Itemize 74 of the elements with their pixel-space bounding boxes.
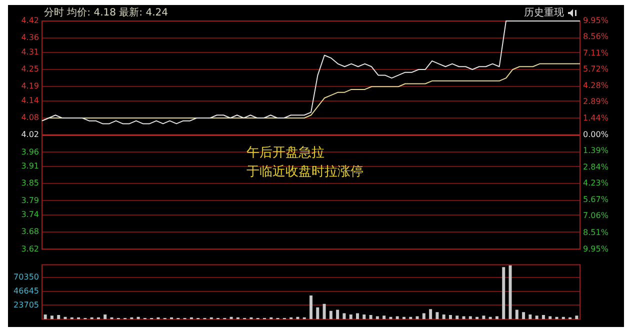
bar: [422, 313, 426, 320]
bar: [522, 312, 526, 320]
y2-tick-label: 4.28%: [583, 81, 609, 90]
bar: [468, 316, 472, 320]
bar: [448, 315, 452, 320]
y2-tick-label: 2.89%: [583, 97, 609, 106]
bar: [436, 312, 439, 320]
bar: [322, 304, 326, 320]
y2-tick-label: 7.06%: [583, 211, 609, 220]
y-tick-label: 46645: [14, 286, 39, 296]
bar: [104, 314, 107, 320]
y-tick-label: 3.85: [21, 178, 39, 188]
y2-tick-label: 8.51%: [583, 228, 609, 237]
y-tick-label: 4.31: [21, 47, 39, 56]
bar: [495, 316, 498, 320]
bar: [429, 309, 432, 320]
bar: [456, 316, 459, 320]
y2-tick-label: 2.84%: [583, 162, 609, 172]
bar: [515, 310, 518, 320]
y2-tick-label: 9.95%: [583, 16, 609, 26]
y-tick-label: 3.62: [21, 244, 39, 254]
bar: [382, 316, 386, 320]
bar: [57, 315, 60, 320]
bar: [482, 316, 486, 320]
y-tick-label: 4.25: [21, 64, 39, 74]
y-tick-label: 3.68: [21, 227, 39, 236]
bar: [416, 316, 419, 320]
bar: [310, 296, 312, 320]
annotation: 于临近收盘时拉涨停: [246, 164, 364, 180]
y2-tick-label: 1.39%: [583, 146, 609, 156]
y2-tick-label: 7.11%: [583, 48, 609, 58]
y-tick-label: 4.36: [21, 33, 39, 42]
bar: [44, 314, 47, 320]
bar: [502, 267, 506, 320]
y2-tick-label: 5.72%: [583, 64, 609, 74]
y-tick-label: 3.91: [21, 162, 39, 171]
chart-subtitle: 历史重现: [524, 6, 564, 19]
bar: [329, 310, 332, 320]
y-tick-label: 3.96: [21, 147, 39, 156]
y-tick-label: 3.74: [21, 210, 39, 220]
y2-tick-label: 4.23%: [583, 178, 609, 188]
y2-tick-label: 5.67%: [583, 195, 609, 204]
y-tick-label: 4.19: [21, 82, 39, 91]
y-tick-label: 4.14: [21, 96, 39, 105]
chart-title: 分时 均价: 4.18 最新: 4.24: [44, 6, 168, 19]
y-tick-label: 4.42: [21, 16, 39, 26]
annotation: 午后开盘急拉: [246, 146, 324, 161]
bar: [356, 313, 359, 320]
y2-tick-label: 1.44%: [583, 114, 609, 123]
bar: [542, 315, 545, 320]
bar: [508, 265, 512, 320]
bar: [535, 316, 538, 320]
bar: [396, 316, 399, 320]
bar: [369, 315, 372, 320]
bar: [442, 314, 446, 320]
bar: [336, 310, 340, 320]
y2-tick-label: 0.00%: [583, 130, 609, 140]
y-tick-label: 4.08: [21, 113, 39, 122]
bar: [349, 314, 352, 320]
y2-tick-label: 9.95%: [583, 244, 609, 254]
bar: [362, 314, 366, 320]
bar: [316, 307, 320, 320]
y2-tick-label: 8.56%: [583, 32, 609, 42]
bar: [528, 314, 532, 320]
bar: [575, 316, 578, 320]
bar: [50, 316, 54, 320]
bar: [462, 316, 466, 320]
bar: [376, 316, 379, 320]
bar: [548, 316, 552, 320]
y-tick-label: 3.79: [21, 196, 39, 205]
y-tick-label: 70350: [14, 272, 39, 282]
y-tick-label: 23705: [14, 300, 39, 310]
bar: [342, 313, 346, 320]
y-tick-label: 4.02: [21, 130, 39, 140]
